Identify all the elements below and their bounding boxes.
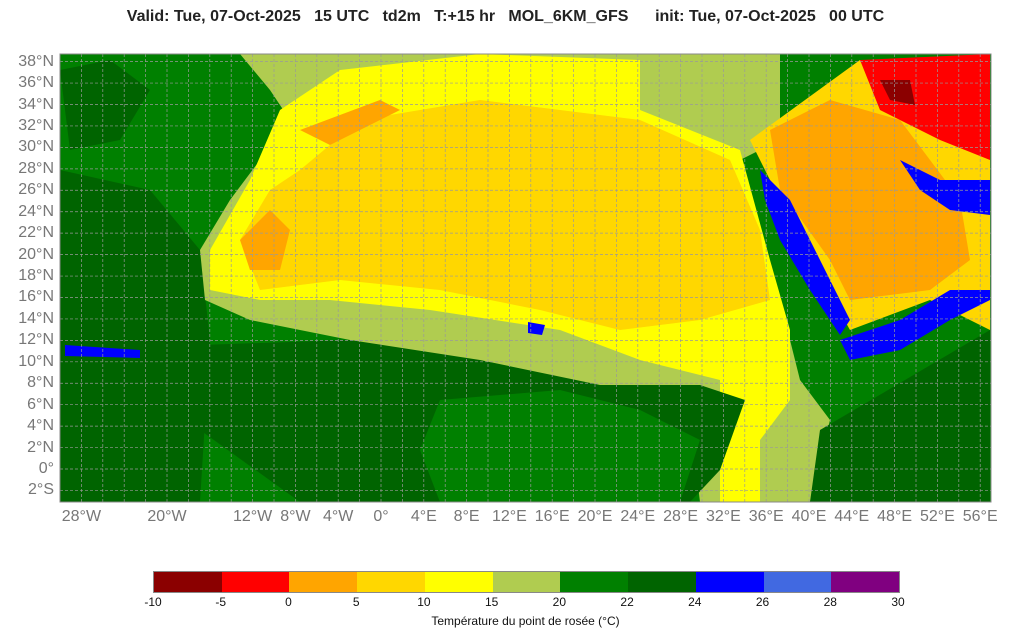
lon-label: 12°W	[232, 508, 273, 525]
lat-label: 4°N	[27, 417, 54, 435]
lat-label: 14°N	[18, 309, 54, 327]
colorbar-tick: 30	[891, 595, 905, 609]
colorbar	[153, 571, 900, 593]
colorbar-tick: 10	[417, 595, 431, 609]
lat-label: 10°N	[18, 352, 54, 370]
lon-label: 20°E	[577, 508, 613, 525]
lon-label: 40°E	[791, 508, 827, 525]
lat-label: 2°S	[28, 481, 54, 499]
colorbar-bin	[492, 572, 561, 592]
lon-label: 4°W	[322, 508, 354, 525]
lat-label: 0°	[38, 460, 54, 477]
lon-label: 12°E	[491, 508, 527, 525]
map-title: Valid: Tue, 07-Oct-2025 15 UTC td2m T:+1…	[126, 8, 885, 25]
colorbar-bin	[154, 572, 222, 592]
gridlines	[60, 54, 991, 502]
map-frame	[59, 53, 992, 503]
colorbar-tick: 26	[755, 595, 770, 609]
lat-label: 28°N	[18, 159, 54, 177]
colorbar-tick: -5	[215, 595, 227, 609]
lon-label: 48°E	[877, 508, 913, 525]
lat-label: 32°N	[18, 116, 54, 134]
colorbar-bin	[628, 572, 696, 592]
central-africa-green	[420, 390, 700, 502]
lon-label: 56°E	[962, 508, 998, 525]
lon-label: 8°E	[453, 508, 480, 525]
arabia-orange	[770, 100, 970, 300]
lon-label: 0°	[373, 508, 389, 525]
colorbar-tick: 0	[285, 595, 292, 609]
lat-label: 36°N	[18, 74, 54, 92]
lat-label: 22°N	[18, 224, 54, 242]
lon-label: 16°E	[534, 508, 570, 525]
arabia-dark-red	[880, 80, 915, 105]
colorbar-tick: -10	[144, 595, 162, 609]
lon-label: 8°W	[280, 508, 311, 525]
colorbar-bin	[289, 572, 358, 592]
colorbar-label: Température du point de rosée (°C)	[431, 614, 620, 628]
colorbar-bin	[357, 572, 425, 592]
orange-patch	[300, 100, 400, 145]
lat-label: 34°N	[18, 95, 54, 113]
lat-label: 16°N	[18, 288, 54, 306]
lon-label: 52°E	[919, 508, 955, 525]
lon-label: 28°E	[663, 508, 699, 525]
lat-label: 8°N	[27, 374, 54, 392]
colorbar-bin	[695, 572, 764, 592]
colorbar-bin	[831, 572, 900, 592]
colorbar-bin	[424, 572, 493, 592]
lat-label: 24°N	[18, 202, 54, 220]
lat-label: 20°N	[18, 245, 54, 263]
lat-label: 6°N	[27, 395, 54, 413]
colorbar-tick: 20	[552, 595, 567, 609]
lon-label: 4°E	[410, 508, 437, 525]
lake-chad-blue	[528, 322, 545, 335]
land-gold	[240, 100, 770, 330]
colorbar-tick: 22	[620, 595, 634, 609]
lat-label: 12°N	[18, 331, 54, 349]
colorbar-bin	[221, 572, 290, 592]
gulf-of-aden-blue	[840, 290, 990, 360]
lon-label: 24°E	[620, 508, 656, 525]
lat-label: 26°N	[18, 181, 54, 199]
east-coast-dark-green	[810, 330, 990, 502]
lat-label: 38°N	[18, 52, 54, 70]
colorbar-tick: 5	[352, 595, 360, 609]
colorbar-tick: 28	[823, 595, 837, 609]
lat-label: 30°N	[18, 138, 54, 156]
colorbar-bin	[560, 572, 629, 592]
lon-label: 36°E	[748, 508, 784, 525]
lat-label: 18°N	[18, 267, 54, 285]
persian-gulf-blue	[900, 160, 990, 215]
colorbar-tick: 24	[688, 595, 702, 609]
lon-label: 44°E	[834, 508, 870, 525]
lat-label: 2°N	[27, 438, 54, 456]
lon-label: 32°E	[705, 508, 741, 525]
colorbar-bin	[763, 572, 832, 592]
atlantic-dark-green	[60, 170, 210, 502]
colorbar-tick: 15	[484, 595, 499, 609]
atlantic-dark-green-north	[60, 60, 150, 150]
red-sea-blue	[760, 170, 850, 335]
lon-label: 28°W	[61, 508, 102, 525]
lon-label: 20°W	[147, 508, 187, 525]
